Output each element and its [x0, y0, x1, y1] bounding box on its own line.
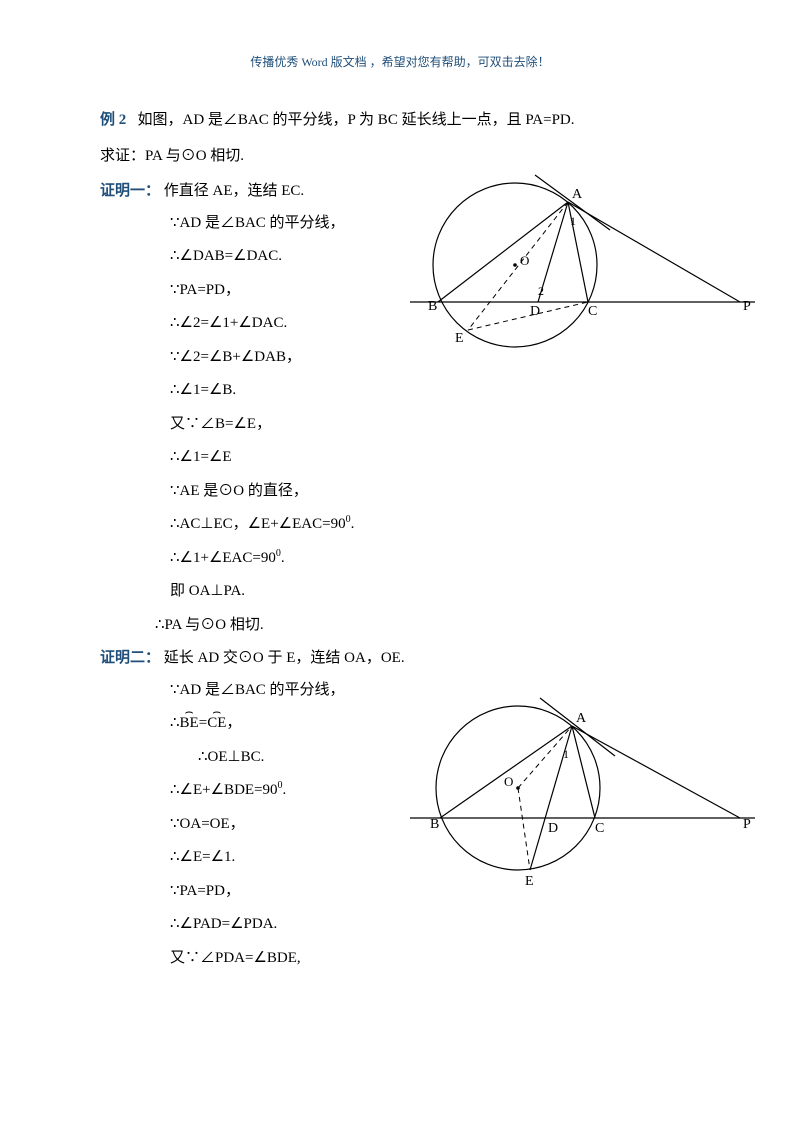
proof1-line: ∴∠1=∠B.	[170, 375, 700, 407]
label-D: D	[530, 304, 540, 319]
angle-1: 1	[563, 747, 569, 761]
label-C: C	[595, 821, 604, 836]
proof1-line: 又∵∠B=∠E，	[170, 409, 700, 441]
angle-2: 2	[538, 284, 544, 298]
label-O: O	[520, 253, 529, 268]
label-D: D	[548, 821, 558, 836]
proof2-line: 又∵∠PDA=∠BDE,	[170, 943, 700, 975]
label-P: P	[743, 299, 751, 314]
proof1-head: 作直径 AE，连结 EC.	[164, 183, 304, 199]
label-E: E	[455, 331, 464, 346]
example-label: 例 2	[100, 112, 126, 128]
label-A: A	[576, 711, 587, 726]
problem-statement: 例 2 如图，AD 是∠BAC 的平分线，P 为 BC 延长线上一点，且 PA=…	[100, 105, 700, 137]
proof1-line: ∵AE 是⊙O 的直径，	[170, 476, 700, 508]
proof2-line: ∴∠PAD=∠PDA.	[170, 909, 700, 941]
proof1-line: ∴PA 与⊙O 相切.	[155, 610, 700, 642]
to-prove: 求证：PA 与⊙O 相切.	[100, 141, 700, 173]
label-O: O	[504, 774, 513, 789]
label-P: P	[743, 817, 751, 832]
proof1-label: 证明一：	[100, 183, 160, 199]
geometry-figure-2: A B C D E P O 1	[400, 690, 770, 905]
label-B: B	[430, 817, 439, 832]
proof2-label: 证明二：	[100, 650, 160, 666]
proof2-head: 延长 AD 交⊙O 于 E，连结 OA，OE.	[164, 650, 405, 666]
geometry-figure-1: A B C D E P O 1 2	[400, 170, 770, 370]
header-note: 传播优秀 Word 版文档 ，希望对您有帮助，可双击去除！	[100, 50, 700, 75]
angle-1: 1	[570, 214, 576, 228]
proof1-line: ∴∠1+∠EAC=900.	[170, 543, 700, 575]
proof1-line: 即 OA⊥PA.	[170, 576, 700, 608]
label-C: C	[588, 304, 597, 319]
label-A: A	[572, 187, 583, 202]
proof1-line: ∴∠1=∠E	[170, 442, 700, 474]
proof1-line: ∴AC⊥EC，∠E+∠EAC=900.	[170, 509, 700, 541]
label-B: B	[428, 299, 437, 314]
label-E: E	[525, 874, 534, 889]
problem-text: 如图，AD 是∠BAC 的平分线，P 为 BC 延长线上一点，且 PA=PD.	[138, 112, 575, 128]
